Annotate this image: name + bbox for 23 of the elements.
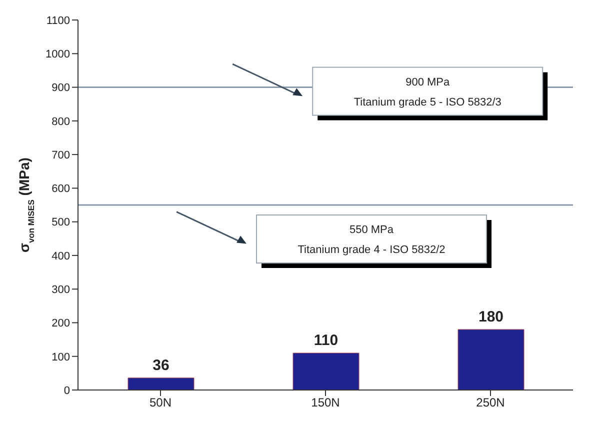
y-tick-label: 700 xyxy=(52,149,70,162)
y-tick-label: 0 xyxy=(64,384,70,397)
data-label: 36 xyxy=(152,356,170,374)
y-tick-label: 100 xyxy=(52,351,70,364)
ref-line-label: 900 MPa Titanium grade 5 - ISO 5832/3 xyxy=(354,76,502,108)
y-tick-label: 900 xyxy=(52,82,70,94)
bar xyxy=(458,329,524,390)
y-tick-label: 800 xyxy=(52,116,70,128)
y-tick-label: 500 xyxy=(52,216,70,229)
bar xyxy=(128,378,194,390)
x-tick-label: 50N xyxy=(149,396,172,410)
y-tick-label: 1100 xyxy=(46,14,70,27)
bar xyxy=(292,352,360,390)
y-tick-label: 200 xyxy=(52,318,70,330)
x-tick-label: 150N xyxy=(311,396,340,410)
data-label: 110 xyxy=(314,332,338,349)
y-tick-label: 1000 xyxy=(46,48,70,61)
x-tick-label: 250N xyxy=(476,396,505,410)
y-tick-label: 300 xyxy=(52,284,70,296)
y-tick-label: 600 xyxy=(52,183,70,196)
data-label: 180 xyxy=(478,308,504,326)
ref-line-label: 550 MPa Titanium grade 4 - ISO 5832/2 xyxy=(298,224,446,256)
y-tick-label: 400 xyxy=(52,250,70,262)
